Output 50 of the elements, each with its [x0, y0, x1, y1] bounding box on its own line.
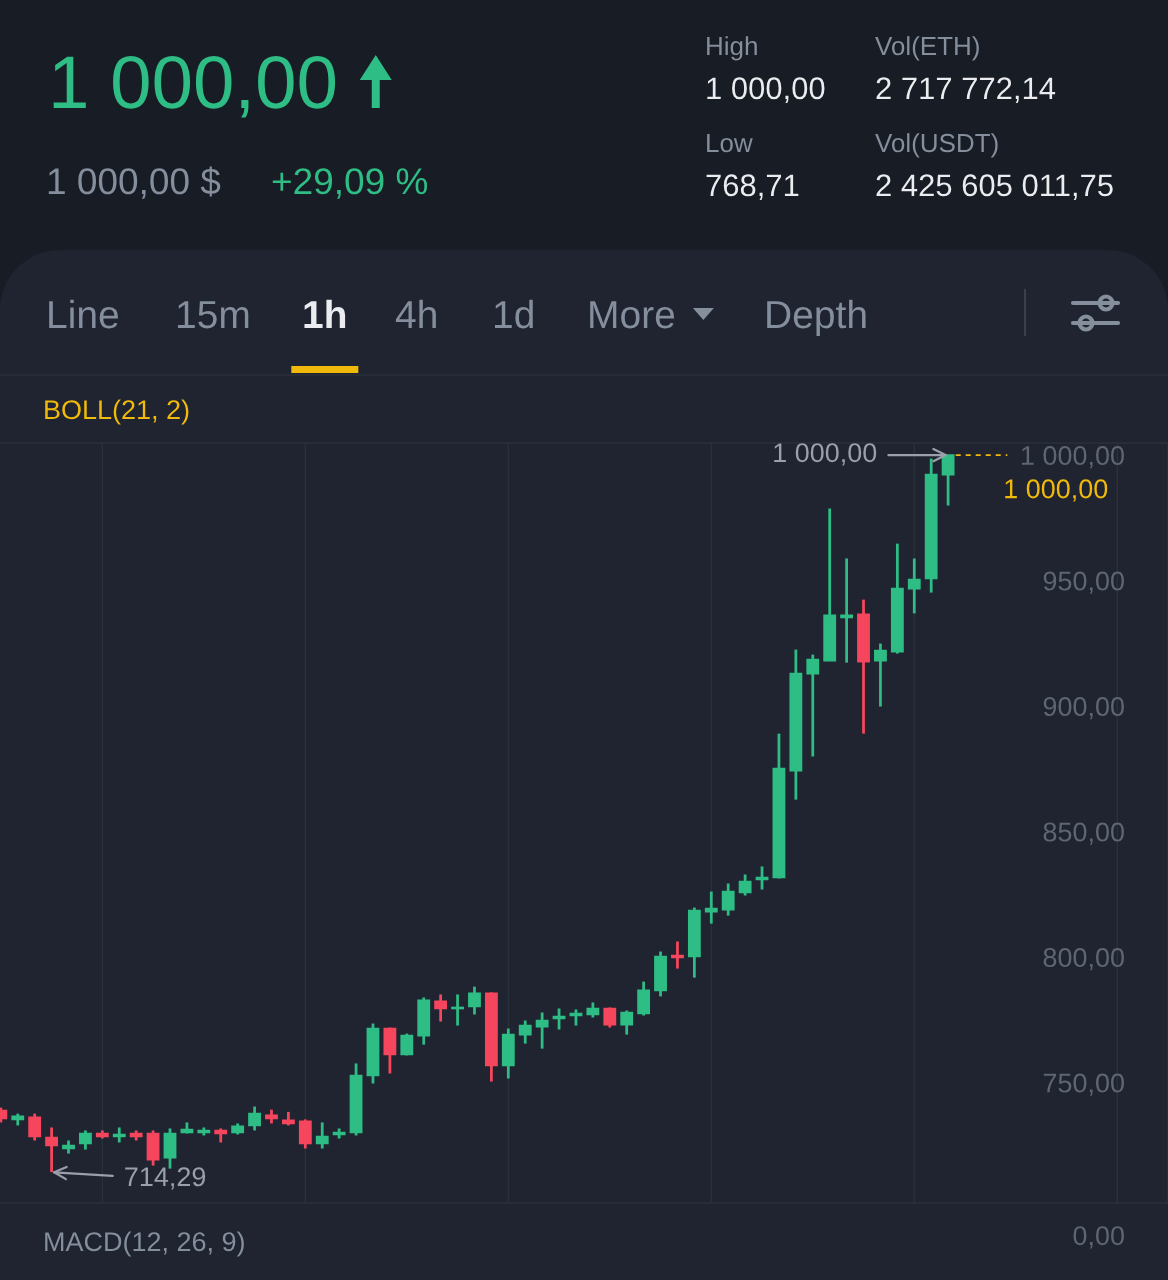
text: MACD(12, 26, 9): [45, 1231, 244, 1257]
candlestick: [298, 1118, 312, 1150]
candlestick: [704, 890, 718, 926]
candlestick: [28, 1112, 42, 1142]
candlestick: [603, 1006, 617, 1029]
candlestick: [315, 1121, 329, 1150]
text: High: [707, 36, 757, 61]
text: 4h: [395, 299, 436, 328]
text: 2 717 772,14: [876, 77, 1056, 103]
text: 1d: [494, 299, 533, 329]
text: Line: [49, 299, 118, 329]
text: Depth: [767, 299, 866, 337]
text: 0,00: [1073, 1226, 1124, 1249]
text: BOLL(21, 2): [45, 399, 189, 425]
candlestick: [874, 642, 887, 708]
annotation: 1 000,00: [774, 443, 877, 466]
text: 15m: [177, 301, 249, 329]
text: +29,09 %: [272, 168, 428, 199]
y-tick-label: 800,00: [1043, 947, 1124, 971]
candlestick: [518, 1019, 532, 1046]
text: 1 000,00: [707, 77, 825, 103]
candlestick: [535, 1011, 549, 1051]
annotation: 714,29: [125, 1167, 206, 1190]
y-tick-label: 950,00: [1043, 571, 1124, 594]
candlestick: [637, 980, 651, 1017]
text: 768,71: [706, 174, 799, 200]
candlestick: [434, 993, 448, 1023]
candlestick: [45, 1126, 59, 1174]
text: 2 425 605 011,75: [876, 174, 1113, 200]
candlestick: [806, 653, 820, 758]
y-tick-label: 900,00: [1043, 696, 1124, 720]
candlestick: [79, 1129, 92, 1151]
y-tick-label: 850,00: [1043, 822, 1124, 845]
candlestick: [248, 1105, 261, 1132]
candlestick: [620, 1009, 634, 1036]
candlestick: [907, 557, 921, 615]
ref-line-label: 1 000,00: [1005, 479, 1108, 502]
candlestick: [941, 453, 955, 507]
y-tick-label: 1 000,00: [1021, 445, 1124, 469]
text: Low: [707, 134, 753, 153]
y-tick-label: 750,00: [1043, 1073, 1124, 1096]
candlestick: [468, 985, 481, 1016]
candlestick: [721, 882, 735, 918]
text: More: [590, 301, 675, 329]
text: Vol(ETH): [875, 36, 979, 61]
text: 1h: [304, 299, 346, 328]
candlestick: [738, 873, 752, 897]
text: 1 000,00 $: [48, 166, 221, 199]
chart-title: 1 000,00: [53, 55, 336, 118]
text: Vol(USDT): [875, 133, 998, 158]
